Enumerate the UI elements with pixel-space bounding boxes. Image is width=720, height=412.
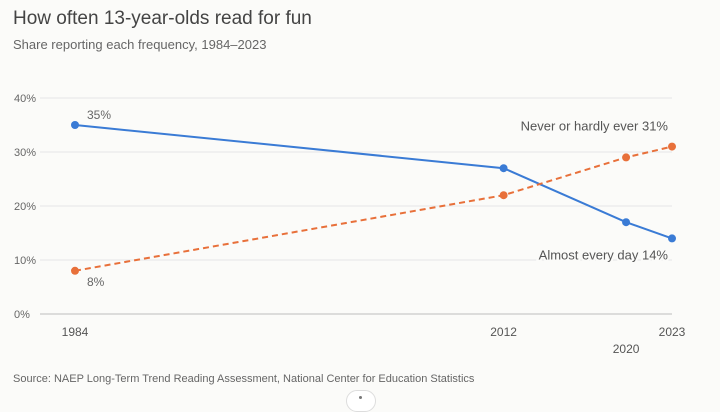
data-point [71,121,79,129]
x-tick-label: 2012 [490,325,517,339]
y-tick-label: 10% [14,255,36,267]
y-tick-label: 0% [14,309,30,321]
line-chart: 0% 10% 20% 30% 40% 1984 2012 2020 2023 35% 8% Almos… [14,93,686,356]
data-point [668,234,676,243]
data-point [622,153,631,162]
chart-subtitle: Share reporting each frequency, 1984–202… [13,37,267,52]
scroll-handle[interactable] [346,390,376,412]
data-label-start: 8% [87,275,105,289]
data-label-start: 35% [87,108,111,122]
data-point [668,142,676,151]
data-point [71,266,79,275]
y-tick-label: 20% [14,201,36,213]
chart-title: How often 13-year-olds read for fun [13,8,312,29]
x-tick-label: 2023 [659,325,686,339]
y-tick-label: 30% [14,147,36,159]
y-tick-label: 40% [14,93,36,105]
series-end-label: Never or hardly ever 31% [521,119,669,134]
series-line-1 [74,124,673,240]
x-tick-label: 1984 [62,325,89,339]
series-end-label: Almost every day 14% [539,247,669,262]
data-point [622,218,631,227]
data-point [499,191,508,200]
data-point [499,164,508,173]
chart-source: Source: NAEP Long-Term Trend Reading Ass… [13,373,475,385]
scroll-dot-icon [359,396,362,399]
x-tick-label: 2020 [613,342,640,356]
